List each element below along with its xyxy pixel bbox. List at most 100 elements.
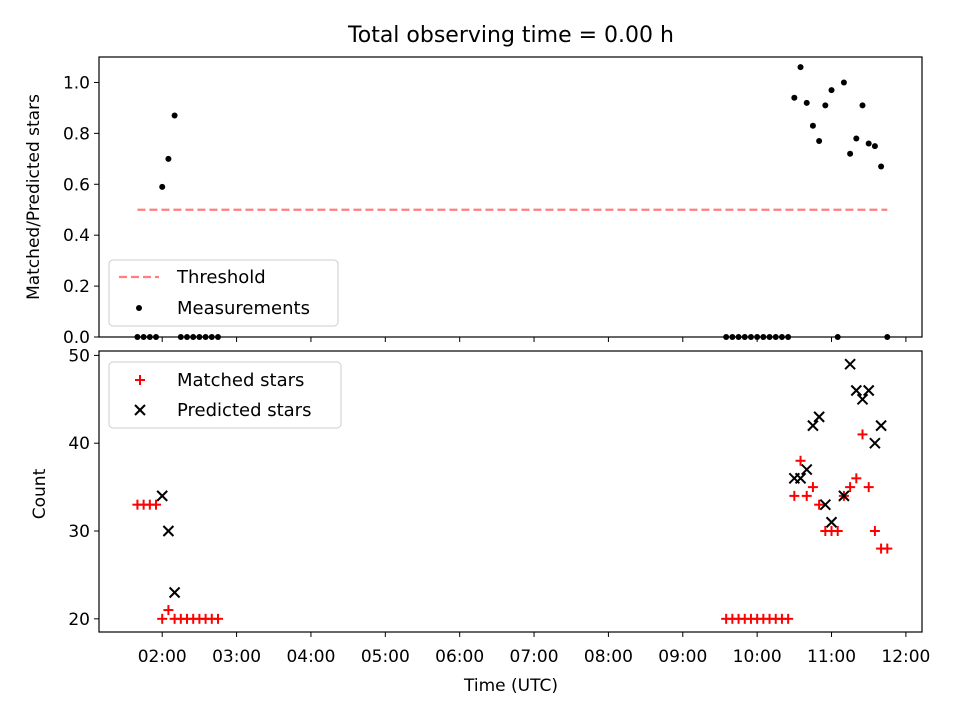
predicted-star-point <box>801 463 813 476</box>
measurement-point <box>159 183 166 190</box>
matched-star-point <box>807 482 818 493</box>
bottom-y-tick-label: 30 <box>68 522 90 542</box>
bottom-y-tick-label: 40 <box>68 434 90 454</box>
measurement-point <box>165 155 172 162</box>
matched-star-point <box>212 613 223 624</box>
matched-star-point <box>795 455 806 466</box>
legend-matched-label: Matched stars <box>177 370 304 391</box>
predicted-star-point <box>844 358 856 370</box>
measurement-point <box>803 99 810 106</box>
x-b <box>794 472 807 485</box>
measurement-point <box>171 112 178 119</box>
measurement-point <box>853 135 860 142</box>
matched-star-point <box>869 526 880 537</box>
bottom-y-axis-label: Count <box>30 468 50 519</box>
x-b <box>844 358 856 370</box>
legend-predicted-label: Predicted stars <box>177 400 311 421</box>
x-b <box>869 437 881 449</box>
bottom-legend-box <box>108 361 342 429</box>
x-b <box>168 586 181 599</box>
x-b <box>813 411 825 423</box>
matched-star-point <box>851 473 862 484</box>
bottom-x-tick-label: 12:00 <box>881 647 930 667</box>
x-b <box>850 384 863 397</box>
matched-star-point <box>845 482 856 493</box>
matched-star-point <box>863 482 874 493</box>
measurement-point <box>797 64 804 71</box>
predicted-star-point <box>162 525 175 537</box>
matched-star-point <box>163 605 174 616</box>
x-b <box>862 384 875 397</box>
legend-predicted-swatch <box>134 404 146 416</box>
matched-star-point <box>151 499 162 510</box>
x-b <box>162 525 175 537</box>
legend-measurements-swatch <box>136 305 142 311</box>
top-legend-box <box>108 259 339 327</box>
x-b <box>134 404 146 416</box>
top-y-tick-label: 0.6 <box>63 175 90 195</box>
measurement-point <box>859 102 866 109</box>
bottom-legend: Matched stars Predicted stars <box>108 361 342 429</box>
matched-star-point <box>832 526 843 537</box>
top-y-tick-label: 0.2 <box>63 277 90 297</box>
measurement-point <box>878 163 885 170</box>
x-b <box>801 463 813 476</box>
measurement-point <box>791 94 798 101</box>
measurement-point <box>847 150 854 157</box>
x-b <box>807 419 819 432</box>
top-axes-frame <box>98 56 923 338</box>
measurement-point <box>871 143 878 150</box>
bottom-x-tick-label: 02:00 <box>138 647 187 667</box>
predicted-star-point <box>850 384 863 397</box>
chart-title: Total observing time = 0.00 h <box>347 23 674 48</box>
predicted-star-point <box>862 384 875 397</box>
matched-star-point <box>789 490 800 501</box>
legend-matched-swatch <box>135 375 145 385</box>
bottom-x-tick-label: 10:00 <box>733 647 782 667</box>
measurement-point <box>809 122 816 129</box>
x-b <box>856 393 869 406</box>
matched-star-point <box>783 613 794 624</box>
predicted-star-point <box>869 437 881 449</box>
bottom-x-tick-label: 11:00 <box>807 647 856 667</box>
bottom-x-tick-label: 09:00 <box>658 647 707 667</box>
top-plot-area: 0.0 0.2 0.4 0.6 0.8 1.0 Threshold Measurements <box>63 56 923 348</box>
predicted-star-point <box>794 472 807 485</box>
measurement-point <box>822 102 829 109</box>
predicted-star-point <box>856 393 869 406</box>
predicted-star-point <box>838 490 850 502</box>
bottom-x-tick-label: 03:00 <box>212 647 261 667</box>
predicted-star-point <box>156 490 168 502</box>
matched-star-point <box>157 613 168 624</box>
top-y-tick-label: 1.0 <box>63 73 90 93</box>
measurement-point <box>865 140 872 147</box>
bottom-axes-frame <box>98 350 923 633</box>
predicted-star-point <box>875 419 887 432</box>
top-y-tick-label: 0.8 <box>63 124 90 144</box>
x-b <box>838 490 850 502</box>
matched-star-point <box>814 499 825 510</box>
measurement-point <box>840 79 847 86</box>
x-b <box>875 419 887 432</box>
matched-star-point <box>882 543 893 554</box>
top-y-axis-label: Matched/Predicted stars <box>24 94 44 300</box>
legend-threshold-label: Threshold <box>176 267 266 288</box>
measurement-point <box>828 87 835 94</box>
bottom-y-tick-label: 50 <box>68 346 90 366</box>
legend-measurements-label: Measurements <box>177 298 310 319</box>
x-axis-label: Time (UTC) <box>463 676 558 696</box>
bottom-x-tick-label: 08:00 <box>584 647 633 667</box>
predicted-star-point <box>813 411 825 423</box>
bottom-x-tick-label: 06:00 <box>435 647 484 667</box>
predicted-star-point <box>819 498 832 511</box>
top-y-tick-label: 0.0 <box>63 328 90 348</box>
top-legend: Threshold Measurements <box>108 259 339 327</box>
bottom-x-tick-label: 07:00 <box>510 647 559 667</box>
bottom-plot-area: 20 30 40 50 02:00 03:00 04:00 05:00 06:00 07:00 08… <box>68 346 930 667</box>
top-y-tick-label: 0.4 <box>63 226 90 246</box>
matched-star-point <box>801 490 812 501</box>
predicted-star-point <box>825 516 838 528</box>
predicted-star-point <box>807 419 819 432</box>
